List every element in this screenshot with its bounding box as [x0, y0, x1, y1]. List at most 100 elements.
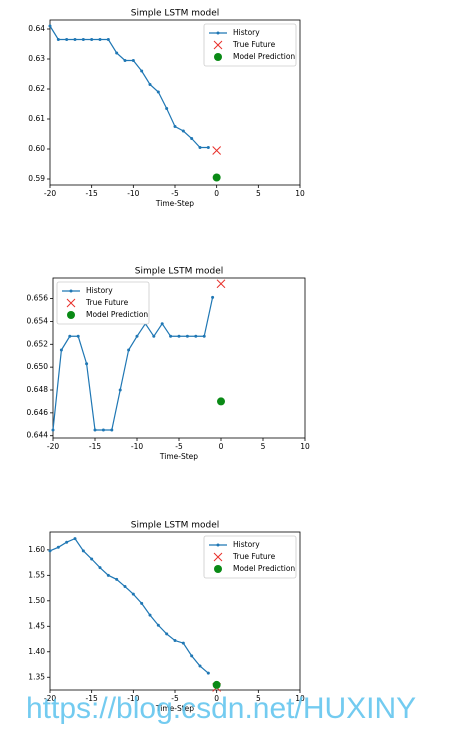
line-marker: [110, 428, 114, 432]
y-tick-label: 0.656: [27, 294, 49, 303]
y-tick-label: 0.644: [27, 431, 49, 440]
y-tick-label: 0.654: [27, 316, 49, 325]
line-marker: [181, 641, 185, 645]
legend-symbol: [213, 552, 223, 562]
y-tick-label: 1.40: [28, 647, 45, 656]
line-marker: [101, 428, 105, 432]
legend-symbol: [216, 31, 220, 35]
x-tick-label: 0: [214, 189, 219, 198]
y-tick-label: 0.62: [28, 84, 45, 93]
line-marker: [206, 671, 210, 675]
chart-title: Simple LSTM model: [131, 9, 219, 19]
line-marker: [181, 129, 185, 133]
y-tick-label: 0.646: [27, 408, 49, 417]
line-marker: [165, 107, 169, 110]
legend-symbol: [213, 40, 223, 50]
line-marker: [56, 545, 60, 549]
legend-label: Model Prediction: [233, 564, 295, 573]
line-marker: [76, 334, 80, 338]
x-tick-label: 0: [219, 442, 224, 451]
line-marker: [65, 38, 69, 41]
line-marker: [48, 549, 52, 553]
line-marker: [118, 388, 122, 392]
y-tick-label: 0.652: [27, 339, 49, 348]
legend-symbol: [216, 543, 220, 547]
line-marker: [148, 613, 152, 617]
line-marker: [190, 654, 194, 658]
legend-box: [203, 23, 297, 67]
line-marker: [123, 585, 127, 589]
line-marker: [90, 557, 94, 561]
legend-symbol: [67, 311, 75, 319]
line-marker: [169, 334, 173, 338]
x-tick-label: -20: [44, 694, 56, 703]
legend-label: History: [233, 28, 260, 37]
line-marker: [131, 59, 135, 62]
line-marker: [56, 38, 60, 41]
line-marker: [115, 577, 119, 581]
y-tick-label: 0.648: [27, 385, 49, 394]
x-tick-label: -15: [86, 189, 98, 198]
line-marker: [177, 334, 181, 338]
legend-symbol: [66, 298, 76, 308]
legend-label: True Future: [85, 298, 129, 307]
line-marker: [156, 623, 160, 627]
chart-title: Simple LSTM model: [135, 267, 223, 277]
line-marker: [81, 549, 85, 553]
line-marker: [98, 566, 102, 570]
x-tick-label: -20: [44, 189, 56, 198]
line-marker: [156, 90, 160, 94]
y-tick-label: 0.64: [28, 24, 45, 33]
y-tick-label: 1.55: [28, 570, 45, 579]
x-tick-label: 0: [214, 694, 219, 703]
dot-marker: [217, 397, 225, 406]
x-tick-label: -15: [89, 442, 101, 451]
line-marker: [106, 573, 110, 577]
x-tick-label: -10: [131, 442, 143, 451]
line-marker: [202, 334, 206, 338]
legend-label: Model Prediction: [233, 52, 295, 61]
y-tick-label: 0.59: [28, 174, 45, 183]
x-tick-label: -5: [171, 189, 179, 198]
line-marker: [148, 83, 152, 86]
dot-marker: [212, 680, 221, 689]
x-tick-label: 10: [300, 442, 310, 451]
line-marker: [206, 146, 210, 149]
x-axis-label: Time-Step: [159, 452, 198, 461]
line-marker: [190, 137, 194, 140]
x-tick-label: -20: [47, 442, 59, 451]
dot-marker: [212, 173, 221, 182]
history-line: [49, 537, 209, 674]
x-tick-label: -5: [175, 442, 183, 451]
y-tick-label: 1.45: [28, 621, 45, 630]
line-marker: [140, 69, 144, 73]
x-tick-label: 10: [295, 189, 305, 198]
line-marker: [51, 428, 55, 432]
x-tick-label: -10: [127, 694, 139, 703]
x-tick-label: -15: [86, 694, 98, 703]
line-marker: [106, 38, 110, 41]
legend-box: [56, 281, 150, 325]
line-marker: [98, 38, 102, 41]
x-marker: [212, 146, 222, 155]
x-axis-label: Time-Step: [155, 704, 194, 713]
line-marker: [90, 38, 94, 41]
x-tick-label: 10: [295, 694, 305, 703]
x-marker: [216, 279, 226, 289]
legend-symbol: [69, 289, 73, 293]
line-marker: [68, 334, 72, 338]
line-marker: [93, 428, 97, 432]
line-marker: [131, 592, 135, 596]
line-marker: [211, 295, 215, 299]
x-tick-label: 5: [256, 694, 261, 703]
y-tick-label: 1.50: [28, 596, 45, 605]
line-marker: [127, 348, 131, 352]
line-marker: [123, 59, 127, 62]
line-marker: [152, 334, 156, 338]
line-marker: [73, 537, 77, 541]
line-marker: [165, 632, 169, 636]
line-marker: [81, 38, 85, 41]
y-tick-label: 0.63: [28, 54, 45, 63]
y-tick-label: 0.61: [28, 114, 45, 123]
x-tick-label: -5: [171, 694, 179, 703]
